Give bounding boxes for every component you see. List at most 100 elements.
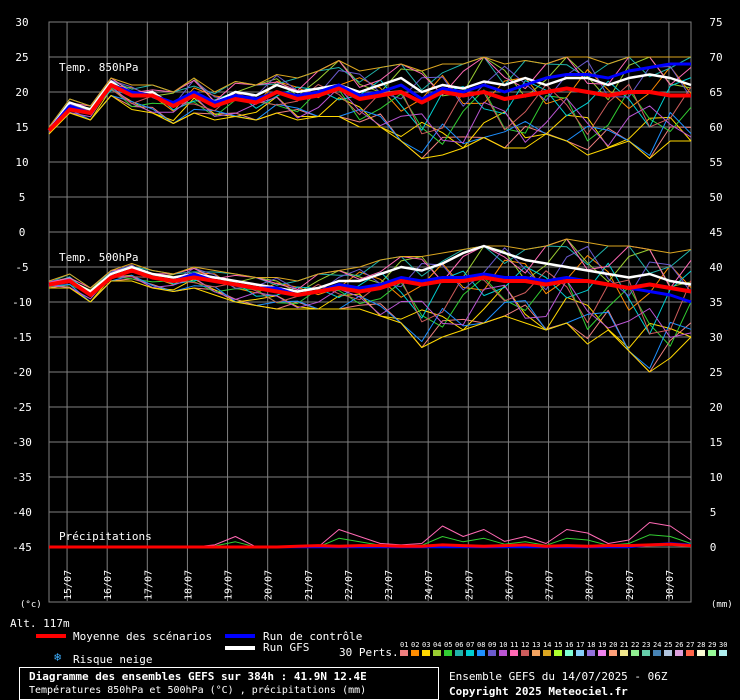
perturbation-number: 04 <box>433 641 442 649</box>
t850-gfs-line <box>47 73 692 132</box>
left-tick-label: -30 <box>12 436 32 449</box>
perturbation-number: 25 <box>664 641 673 649</box>
perturbation-number: 24 <box>653 641 662 649</box>
perturbation-swatch <box>554 650 562 656</box>
right-tick-label: 65 <box>709 86 722 99</box>
footer-run: Ensemble GEFS du 14/07/2025 - 06Z <box>449 670 668 683</box>
date-tick-label: 26/07 <box>504 570 515 600</box>
right-tick-label: 15 <box>709 436 722 449</box>
control-legend-swatch <box>225 634 255 638</box>
left-tick-label: -40 <box>12 506 32 519</box>
t850-min-line <box>48 95 691 159</box>
left-tick-label: 30 <box>15 16 28 29</box>
t500-panel-label: Temp. 500hPa <box>59 251 139 264</box>
date-tick-label: 30/07 <box>665 570 676 600</box>
left-tick-label: -20 <box>12 366 32 379</box>
t850-max-line <box>48 56 691 128</box>
perturbation-swatch <box>510 650 518 656</box>
perturbation-swatch <box>719 650 727 656</box>
perturbation-number: 18 <box>587 641 596 649</box>
perturbation-number: 10 <box>499 641 508 649</box>
perturbation-swatch <box>488 650 496 656</box>
t500-max-line <box>48 238 692 289</box>
perturbation-number: 21 <box>620 641 629 649</box>
mean-legend-swatch <box>36 634 66 638</box>
perturbation-number: 14 <box>543 641 552 649</box>
right-tick-label: 25 <box>709 366 722 379</box>
perturbation-swatch <box>411 650 419 656</box>
perturbation-number: 22 <box>631 641 640 649</box>
perturbation-swatch <box>400 650 408 656</box>
perturbation-number: 09 <box>488 641 497 649</box>
perturbation-number: 17 <box>576 641 585 649</box>
control-legend-label: Run de contrôle <box>263 630 363 643</box>
date-tick-label: 27/07 <box>545 570 556 600</box>
date-tick-label: 17/07 <box>143 570 154 600</box>
date-tick-label: 24/07 <box>424 570 435 600</box>
perturbation-number: 11 <box>510 641 519 649</box>
perturbation-number: 01 <box>400 641 409 649</box>
perturbation-swatch <box>631 650 639 656</box>
perturbation-number: 23 <box>642 641 651 649</box>
left-tick-label: -10 <box>12 296 32 309</box>
perturbation-swatch <box>455 650 463 656</box>
right-tick-label: 55 <box>709 156 722 169</box>
date-tick-label: 16/07 <box>103 570 114 600</box>
right-tick-label: 30 <box>709 331 722 344</box>
perturbation-swatch <box>686 650 694 656</box>
perturbation-number: 12 <box>521 641 530 649</box>
right-tick-label: 50 <box>709 191 722 204</box>
altitude-label: Alt. 117m <box>10 617 70 630</box>
left-tick-label: 0 <box>19 226 26 239</box>
perturbation-swatch <box>708 650 716 656</box>
perturbation-swatch <box>587 650 595 656</box>
perturbation-number: 29 <box>708 641 717 649</box>
right-tick-label: 40 <box>709 261 722 274</box>
right-tick-label: 45 <box>709 226 722 239</box>
perturbation-number: 15 <box>554 641 563 649</box>
precip-mean-line <box>49 542 692 549</box>
footer-title: Diagramme des ensembles GEFS sur 384h : … <box>29 670 367 683</box>
perturbation-number: 05 <box>444 641 453 649</box>
t850-perturbation-line <box>48 87 692 145</box>
perturbation-number: 03 <box>422 641 431 649</box>
perturbation-swatch <box>664 650 672 656</box>
right-precip-tick-label: 0 <box>710 541 717 554</box>
date-tick-label: 23/07 <box>384 570 395 600</box>
right-tick-label: 60 <box>709 121 722 134</box>
perturbation-number: 16 <box>565 641 574 649</box>
footer-copyright: Copyright 2025 Meteociel.fr <box>449 685 628 698</box>
left-tick-label: 10 <box>15 156 28 169</box>
right-precip-tick-label: 5 <box>710 506 717 519</box>
mean-legend-label: Moyenne des scénarios <box>73 630 213 643</box>
perturbation-swatch <box>697 650 705 656</box>
t500-perturbation-line <box>48 275 692 338</box>
date-tick-label: 19/07 <box>224 570 235 600</box>
perturbation-swatch <box>675 650 683 656</box>
left-tick-label: 20 <box>15 86 28 99</box>
precip-panel-label: Précipitations <box>59 530 152 543</box>
t500-gfs-line <box>48 244 692 293</box>
perturbation-swatch <box>620 650 628 656</box>
left-tick-label: -25 <box>12 401 32 414</box>
perturbation-swatch <box>466 650 474 656</box>
perturbation-swatch <box>598 650 606 656</box>
perturbation-number: 07 <box>466 641 475 649</box>
perturbation-swatch <box>532 650 540 656</box>
perturbation-swatch <box>543 650 551 656</box>
footer-subtitle: Températures 850hPa et 500hPa (°C) , pré… <box>29 685 367 696</box>
perturbation-swatch <box>422 650 430 656</box>
date-tick-label: 18/07 <box>183 570 194 600</box>
date-tick-label: 15/07 <box>63 570 74 600</box>
right-tick-label: 35 <box>709 296 722 309</box>
right-tick-label: 75 <box>709 16 722 29</box>
t500-min-line <box>49 280 692 373</box>
left-tick-label: -15 <box>12 331 32 344</box>
date-tick-label: 25/07 <box>464 570 475 600</box>
perturbation-number: 08 <box>477 641 486 649</box>
left-tick-label: -35 <box>12 471 32 484</box>
perturbation-swatch <box>653 650 661 656</box>
perturbation-number: 02 <box>411 641 420 649</box>
perturbation-swatch <box>521 650 529 656</box>
